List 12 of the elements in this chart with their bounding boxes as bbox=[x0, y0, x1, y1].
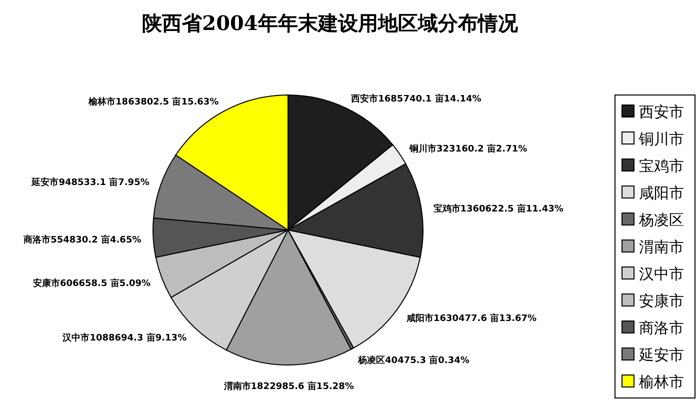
legend-label: 商洛市 bbox=[639, 319, 684, 337]
legend-label: 咸阳市 bbox=[639, 184, 684, 202]
legend-label: 铜川市 bbox=[638, 130, 684, 148]
legend-label: 西安市 bbox=[639, 103, 684, 121]
legend-label: 汉中市 bbox=[639, 265, 684, 283]
legend-label: 杨凌区 bbox=[638, 211, 684, 229]
legend-label: 安康市 bbox=[639, 292, 684, 310]
legend-label: 榆林市 bbox=[639, 373, 684, 391]
legend-label: 宝鸡市 bbox=[639, 157, 684, 175]
legend-label: 渭南市 bbox=[639, 238, 684, 256]
legend-label: 延安市 bbox=[638, 346, 684, 364]
title: 陕西省2004年年末建设用地区域分布情况 bbox=[142, 11, 518, 35]
